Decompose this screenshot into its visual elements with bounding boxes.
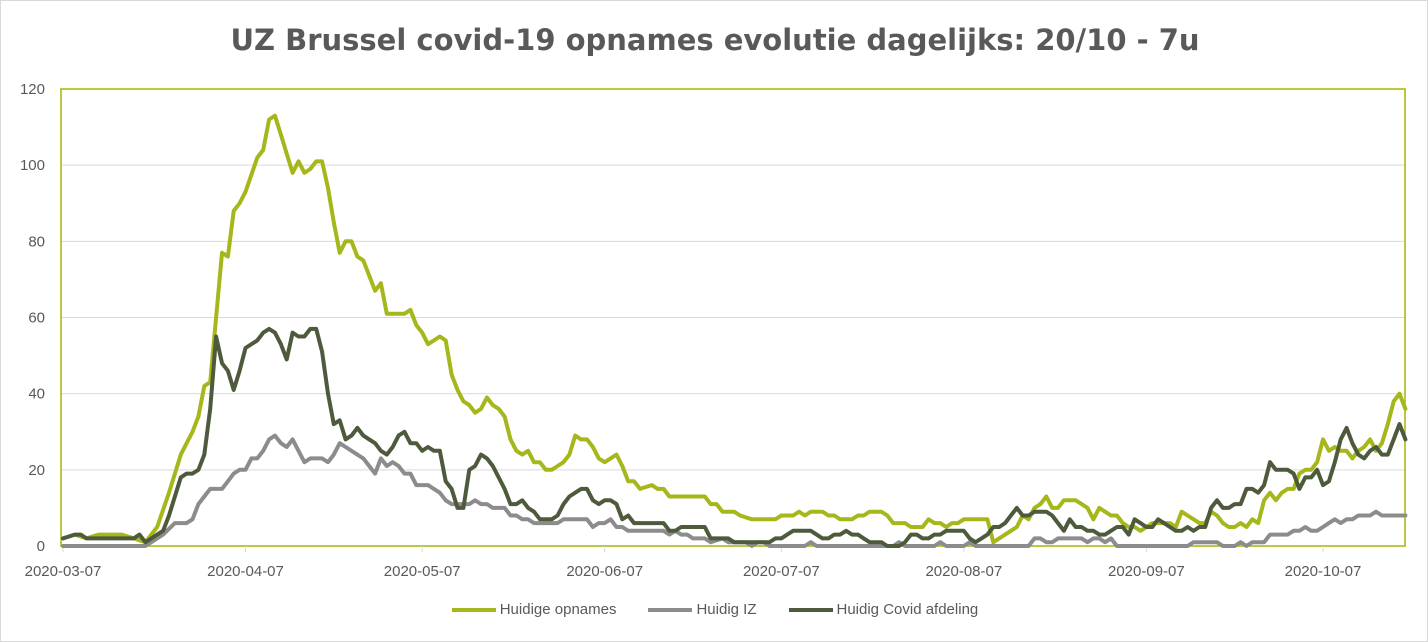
x-tick-label: 2020-05-07 [384,563,461,580]
legend-swatch [788,607,833,612]
y-tick-label: 60 [28,310,45,327]
plot-border [60,88,1406,547]
x-tick-label: 2020-04-07 [207,563,284,580]
y-tick-label: 80 [28,233,45,250]
chart-plot: 0 20 40 60 80 100 120 2020-03-07 2020-04-07 2020-… [20,81,1408,580]
legend-item: Huidige opnames [451,601,617,618]
x-tick-label: 2020-08-07 [925,563,1002,580]
legend-item: Huidig Covid afdeling [788,601,979,618]
y-tick-label: 120 [20,81,45,98]
x-tick-label: 2020-07-07 [743,563,820,580]
series-line-3 [61,326,1408,548]
chart-legend: Huidige opnames Huidig IZ Huidig Covid afd… [1,601,1428,618]
legend-label: Huidig IZ [696,601,757,618]
series-line-1 [61,113,1408,545]
legend-swatch [648,607,693,612]
x-tick-label: 2020-09-07 [1108,563,1185,580]
legend-swatch [451,607,496,612]
y-tick-label: 0 [37,538,45,555]
legend-label: Huidig Covid afdeling [836,601,979,618]
y-tick-label: 40 [28,386,45,403]
x-tick-label: 2020-03-07 [25,563,102,580]
y-tick-label: 100 [20,157,45,174]
legend-item: Huidig IZ [648,601,757,618]
x-tick-label: 2020-10-07 [1285,563,1362,580]
chart-title: UZ Brussel covid-19 opnames evolutie dag… [230,23,1200,57]
legend-label: Huidige opnames [499,601,617,618]
series-line-2 [61,433,1408,548]
y-tick-label: 20 [28,462,45,479]
x-tick-label: 2020-06-07 [566,563,643,580]
